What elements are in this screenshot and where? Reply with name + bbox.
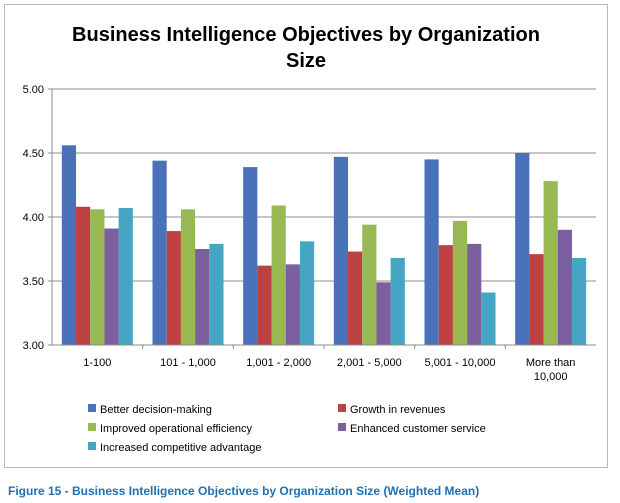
x-tick-label: 2,001 - 5,000 (337, 357, 402, 369)
bar (166, 231, 181, 345)
y-tick-label: 4.50 (23, 148, 44, 160)
bar (543, 181, 558, 345)
x-tick-label: 1,001 - 2,000 (246, 357, 311, 369)
legend-swatch (338, 404, 346, 412)
legend-swatch (88, 423, 96, 431)
bar (243, 167, 258, 345)
bar (104, 228, 119, 345)
bar (348, 251, 363, 345)
gridlines (52, 88, 596, 346)
bar (209, 243, 224, 345)
y-tick-label: 4.00 (23, 212, 44, 224)
bar (285, 264, 300, 345)
legend-label: Better decision-making (100, 404, 212, 416)
legend-label: Improved operational efficiency (100, 423, 253, 435)
bar (118, 208, 133, 345)
bar (299, 241, 315, 345)
legend-swatch (88, 404, 96, 412)
bar (452, 220, 468, 345)
y-tick-label: 3.50 (23, 276, 44, 288)
bar (529, 254, 544, 345)
y-axis-ticks: 3.00 3.50 4.00 4.50 5.00 (23, 84, 52, 352)
bar (571, 257, 587, 345)
x-tick-label: 5,001 - 10,000 (425, 357, 496, 369)
bar (76, 206, 91, 345)
legend-swatch (338, 423, 346, 431)
legend-label: Enhanced customer service (350, 423, 486, 435)
x-tick-label: 101 - 1,000 (160, 357, 216, 369)
bar (152, 160, 167, 345)
bar (390, 257, 405, 345)
legend-label: Increased competitive advantage (100, 442, 261, 454)
y-tick-label: 5.00 (23, 84, 44, 96)
bar (515, 153, 530, 345)
x-tick-label: 1-100 (83, 357, 111, 369)
legend: Better decision-making Growth in revenues… (88, 404, 486, 454)
legend-swatch (88, 442, 96, 450)
bar (180, 209, 196, 345)
chart: Business Intelligence Objectives by Orga… (23, 24, 596, 454)
bar (557, 229, 572, 345)
y-tick-label: 3.00 (23, 340, 44, 352)
bar (424, 159, 439, 345)
bars (61, 145, 587, 345)
x-axis-ticks: 1-100 101 - 1,000 1,001 - 2,000 2,001 - 5,0… (83, 345, 575, 383)
legend-label: Growth in revenues (350, 404, 446, 416)
x-tick-label: 10,000 (534, 371, 568, 383)
bar (271, 205, 286, 345)
bar (362, 224, 377, 345)
axes (51, 89, 596, 346)
bar (467, 243, 482, 345)
bar (438, 245, 453, 345)
bar (61, 145, 77, 345)
figure-caption: Figure 15 - Business Intelligence Object… (8, 484, 480, 498)
bar (333, 156, 349, 345)
bar (195, 249, 210, 345)
bar (376, 282, 391, 345)
bar (90, 209, 105, 345)
x-tick-label: More than (526, 357, 576, 369)
chart-title-line-2: Size (286, 50, 326, 72)
chart-title-line-1: Business Intelligence Objectives by Orga… (72, 24, 540, 46)
bar (481, 292, 496, 345)
bar (257, 265, 272, 345)
